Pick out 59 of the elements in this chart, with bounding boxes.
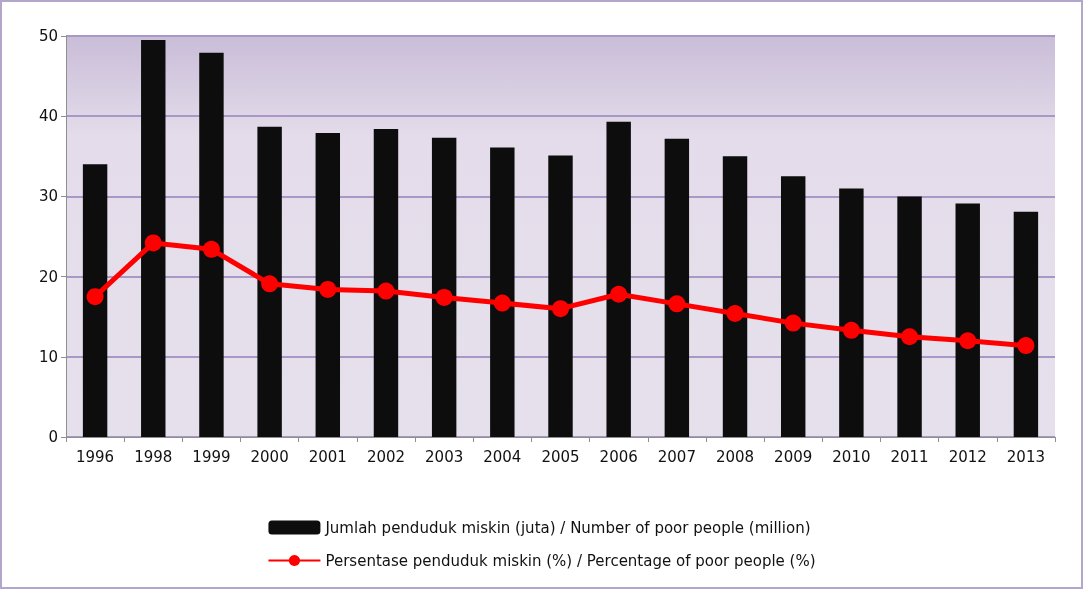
x-tick-label: 1998: [134, 447, 173, 466]
bar: [431, 137, 457, 437]
bar: [780, 176, 806, 437]
x-tick-label: 2005: [541, 447, 580, 466]
bar: [722, 156, 748, 437]
legend-label: Jumlah penduduk miskin (juta) / Number of poor people (million): [324, 518, 811, 537]
bar: [897, 196, 922, 437]
x-tick-label: 2003: [425, 447, 464, 466]
x-tick-label: 2010: [832, 447, 871, 466]
bar: [955, 203, 980, 437]
x-tick-label: 2011: [890, 447, 929, 466]
x-tick-label: 1999: [192, 447, 231, 466]
point: [784, 314, 802, 332]
bar: [1013, 211, 1039, 437]
y-tick-label: 20: [38, 267, 58, 286]
x-tick-label: 2007: [657, 447, 696, 466]
y-tick-label: 50: [38, 27, 58, 45]
bar: [199, 52, 224, 437]
bar: [82, 164, 108, 437]
point: [959, 332, 977, 350]
point: [668, 295, 686, 313]
point: [435, 288, 453, 306]
x-tick-label: 2000: [250, 447, 289, 466]
point: [726, 305, 744, 322]
point: [86, 288, 104, 306]
y-tick-label: 30: [38, 187, 58, 206]
bar: [373, 129, 399, 437]
x-tick-label: 2004: [483, 447, 522, 466]
point: [901, 328, 919, 346]
x-tick-label: 2008: [715, 447, 755, 466]
point: [377, 282, 395, 300]
point: [261, 275, 279, 293]
bar: [839, 188, 864, 437]
legend-label: Persentase penduduk miskin (%) / Percentage of poor people (%): [325, 551, 816, 570]
x-tick-label: 2006: [599, 447, 638, 466]
point: [144, 234, 162, 252]
point: [1017, 337, 1035, 355]
y-tick-label: 0: [48, 428, 58, 446]
point: [319, 280, 337, 298]
x-tick-label: 2013: [1006, 447, 1046, 466]
y-tick-label: 10: [38, 347, 58, 366]
x-tick-label: 1996: [75, 447, 115, 466]
x-tick-label: 2009: [774, 447, 813, 466]
bar: [548, 155, 573, 437]
point: [202, 240, 220, 258]
bar: [141, 40, 166, 437]
x-tick-label: 2002: [366, 447, 406, 466]
x-tick-label: 2001: [308, 447, 347, 466]
bar: [490, 147, 515, 437]
point: [842, 321, 860, 339]
point: [610, 285, 628, 303]
bar: [315, 133, 341, 437]
bar: [664, 138, 690, 437]
bar: [606, 121, 631, 437]
y-tick-label: 40: [38, 107, 58, 126]
x-tick-label: 2012: [948, 447, 987, 466]
point: [493, 294, 511, 312]
bar: [257, 126, 282, 437]
point: [552, 300, 569, 318]
